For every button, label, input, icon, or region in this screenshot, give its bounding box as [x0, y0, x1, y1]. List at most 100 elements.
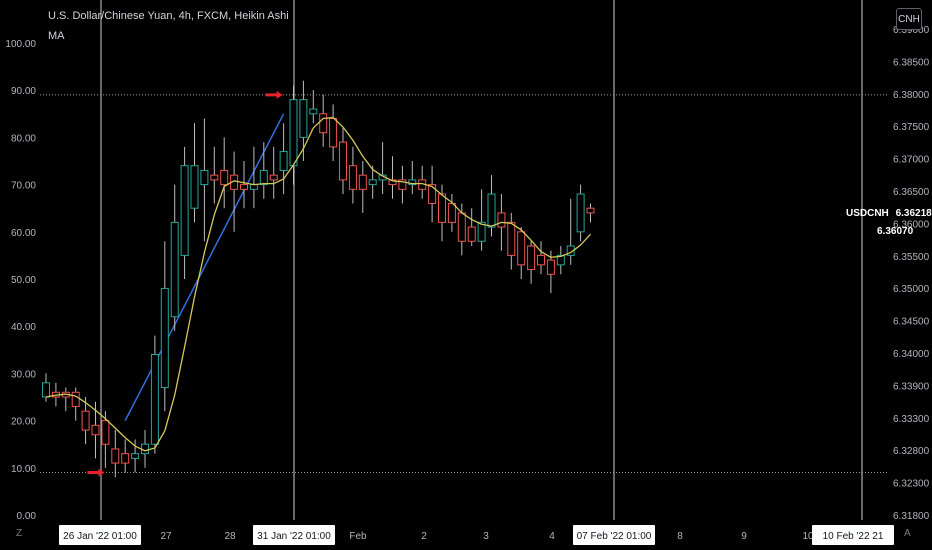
log-toggle-button[interactable]: Z — [16, 528, 23, 539]
left-axis-tick-label: 20.00 — [11, 417, 36, 428]
candle-body — [527, 245, 536, 271]
right-axis-tick-label: 6.33900 — [893, 381, 930, 392]
left-axis-tick-label: 80.00 — [11, 133, 36, 144]
candle-body — [467, 226, 476, 242]
candle-body — [309, 108, 318, 115]
candle-body — [210, 174, 219, 181]
red-arrow-icon — [265, 90, 283, 99]
candle-body — [150, 354, 159, 445]
candle-body — [408, 179, 417, 186]
candle-body — [299, 99, 308, 138]
candle-body — [537, 254, 545, 266]
candle-body — [388, 179, 397, 186]
x-axis-tick-label: 27 — [160, 531, 172, 542]
left-axis-tick-label: 10.00 — [11, 464, 36, 475]
candle-body — [497, 212, 506, 228]
candle-body — [556, 254, 565, 266]
left-axis-tick-label: 100.00 — [5, 39, 36, 50]
candle-body — [507, 221, 516, 256]
left-axis-tick-label: 0.00 — [17, 511, 37, 522]
candle-body — [398, 179, 407, 190]
candle-body — [259, 169, 268, 186]
candle-body — [576, 193, 585, 233]
right-axis-tick-label: 6.34500 — [893, 317, 930, 328]
right-axis-tick-label: 6.36500 — [893, 187, 930, 198]
candle-body — [131, 453, 140, 459]
candle-body — [546, 259, 555, 275]
right-axis-tick-label: 6.36000 — [893, 219, 930, 230]
right-axis-tick-label: 6.37000 — [893, 155, 930, 166]
right-axis-tick-label: 6.32800 — [893, 446, 930, 457]
right-axis-tick-label: 6.39000 — [893, 25, 930, 36]
auto-scale-button[interactable]: A — [904, 528, 911, 539]
left-axis-tick-label: 60.00 — [11, 228, 36, 239]
candle-body — [101, 420, 110, 445]
ma-line — [45, 116, 591, 452]
x-axis-tick-label: 26 Jan '22 01:00 — [63, 531, 137, 542]
left-axis-tick-label: 40.00 — [11, 322, 36, 333]
candle-body — [42, 382, 50, 398]
currency-button[interactable]: CNH — [896, 8, 922, 30]
candle-body — [71, 391, 80, 407]
candle-body — [180, 165, 189, 256]
candle-body — [477, 221, 486, 242]
last-price: 6.36218 — [895, 208, 932, 219]
x-axis-highlight — [812, 525, 894, 545]
x-axis-tick-label: Feb — [349, 531, 367, 542]
candle-body — [428, 184, 437, 204]
x-axis-tick-label: 2 — [421, 531, 427, 542]
left-axis-tick-label: 30.00 — [11, 369, 36, 380]
x-axis-tick-label: 28 — [224, 531, 236, 542]
candle-body — [517, 231, 526, 266]
candle-body — [91, 424, 100, 436]
candle-body — [121, 453, 130, 464]
chart-title: U.S. Dollar/Chinese Yuan, 4h, FXCM, Heik… — [48, 10, 289, 22]
right-axis-tick-label: 6.35000 — [893, 284, 930, 295]
symbol-badge: USDCNH 6.36218 — [846, 208, 932, 219]
x-axis-tick-label: 9 — [741, 531, 747, 542]
x-axis-tick-label: 07 Feb '22 01:00 — [577, 531, 652, 542]
candle-body — [339, 141, 347, 181]
x-axis-highlight — [59, 525, 141, 545]
right-axis-tick-label: 6.32300 — [893, 479, 930, 490]
left-axis-tick-label: 70.00 — [11, 181, 36, 192]
candle-body — [586, 207, 595, 214]
candle-body — [438, 193, 446, 223]
indicator-label-ma[interactable]: MA — [48, 30, 65, 42]
x-axis-tick-label: 31 Jan '22 01:00 — [257, 531, 331, 542]
red-arrow-icon — [87, 468, 105, 477]
candle-body — [348, 165, 357, 190]
left-axis-tick-label: 50.00 — [11, 275, 36, 286]
right-axis-tick-label: 6.35500 — [893, 252, 930, 263]
candle-body — [111, 448, 120, 464]
candle-body — [81, 410, 90, 431]
x-axis-tick-label: 4 — [549, 531, 555, 542]
ma-price: 6.36070 — [877, 226, 914, 237]
candle-body — [200, 169, 209, 186]
right-axis-tick-label: 6.38000 — [893, 90, 930, 101]
candle-body — [457, 212, 466, 242]
right-axis-tick-label: 6.37500 — [893, 122, 930, 133]
x-axis-tick-label: 8 — [677, 531, 683, 542]
right-axis-tick-label: 6.31800 — [893, 511, 930, 522]
x-axis-tick-label: 10 Feb '22 21 — [823, 531, 884, 542]
candle-body — [160, 287, 169, 389]
candle-body — [220, 169, 229, 186]
candle-body — [329, 118, 338, 148]
candle-body — [368, 179, 377, 186]
candle-body — [289, 99, 298, 167]
left-axis-tick-label: 90.00 — [11, 86, 36, 97]
x-axis-tick-label: 10 — [802, 531, 814, 542]
symbol-name: USDCNH — [846, 208, 889, 219]
candle-body — [358, 174, 367, 190]
right-axis-tick-label: 6.34000 — [893, 349, 930, 360]
candle-body — [279, 151, 288, 171]
x-axis-highlight — [253, 525, 335, 545]
right-axis-tick-label: 6.38500 — [893, 57, 930, 68]
candle-body — [170, 221, 179, 318]
candle-body — [240, 184, 248, 190]
x-axis-highlight — [573, 525, 655, 545]
x-axis-tick-label: 3 — [483, 531, 489, 542]
candle-body — [269, 174, 278, 181]
